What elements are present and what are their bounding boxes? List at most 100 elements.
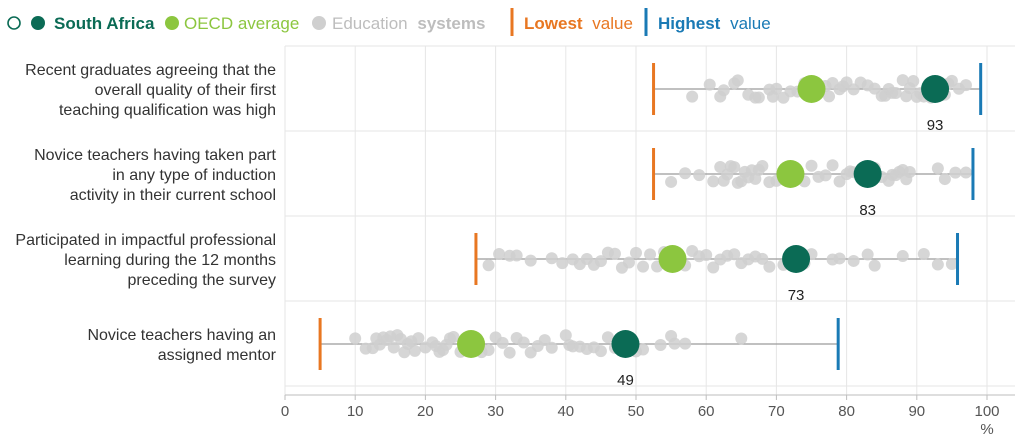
x-tick-label: 50	[628, 403, 645, 420]
system-dot	[349, 332, 362, 345]
system-dot	[493, 247, 506, 260]
x-tick-label: 60	[698, 403, 715, 420]
x-tick-label: 20	[417, 403, 434, 420]
system-dot	[945, 74, 958, 87]
row-2: Novice teachers having taken part in any …	[34, 147, 975, 219]
row-label-line: activity in their current school	[70, 187, 276, 204]
system-dot	[545, 341, 558, 354]
oecd-average-dot	[658, 245, 687, 273]
system-dot	[763, 260, 776, 273]
x-tick-label: 90	[908, 403, 925, 420]
system-dot	[949, 166, 962, 179]
system-dot	[868, 259, 881, 272]
system-dot	[717, 84, 730, 97]
system-dot	[896, 74, 909, 87]
system-dot	[752, 91, 765, 104]
system-dot	[679, 337, 692, 350]
south-africa-dot	[782, 245, 811, 273]
system-dot	[559, 329, 572, 342]
system-dot	[644, 248, 657, 261]
x-axis: 0 10 20 30 40 50 60 70 80 90 100%	[281, 394, 1015, 438]
system-dot	[938, 173, 951, 186]
system-dot	[637, 343, 650, 356]
x-tick-label: 10	[347, 403, 364, 420]
legend-highest-value-word: value	[730, 14, 771, 33]
south-africa-value-label: 73	[788, 287, 805, 304]
legend-systems-word: systems	[417, 14, 485, 33]
system-dot	[896, 250, 909, 263]
system-dot	[819, 169, 832, 182]
system-dot	[861, 248, 874, 261]
system-dot	[686, 90, 699, 103]
system-dot	[630, 246, 642, 259]
grid	[284, 45, 1015, 395]
legend-oecd-label: OECD average	[184, 14, 299, 33]
x-tick-label: 0	[281, 403, 289, 420]
x-tick-label: 30	[487, 403, 504, 420]
system-dot	[770, 82, 783, 95]
system-dot	[728, 161, 741, 174]
system-dot	[387, 341, 400, 354]
system-dot	[608, 247, 621, 260]
system-dot	[823, 90, 836, 103]
row-label-line: Novice teachers having taken part	[34, 147, 276, 164]
system-dot	[693, 169, 706, 182]
system-dot	[917, 247, 930, 260]
x-tick-label: 70	[768, 403, 785, 420]
system-dot	[408, 344, 421, 357]
system-dot	[538, 334, 551, 347]
south-africa-value-label: 93	[927, 117, 944, 134]
legend-lowest-label: Lowest value	[524, 14, 633, 33]
legend-systems-icon	[312, 16, 326, 30]
system-dot	[622, 256, 635, 269]
row-label-line: in any type of induction	[112, 167, 276, 184]
legend-oecd-icon	[165, 16, 179, 30]
x-tick-label: 100	[974, 403, 999, 420]
row-4: Novice teachers having an assigned mentor…	[87, 318, 840, 389]
system-dot	[959, 79, 972, 92]
system-dot	[931, 162, 944, 175]
system-dot	[654, 339, 667, 352]
row-label-line: Participated in impactful professional	[15, 232, 276, 249]
system-dot	[805, 159, 818, 172]
system-dot	[637, 260, 650, 273]
system-dot	[826, 159, 839, 172]
legend-systems-label: Education systems	[332, 14, 485, 33]
x-axis-label: %	[980, 421, 993, 438]
system-dot	[945, 257, 958, 270]
system-dot	[707, 175, 720, 188]
legend-education-word: Education	[332, 14, 408, 33]
system-dot	[847, 254, 860, 267]
system-dot	[889, 86, 902, 99]
system-dot	[668, 337, 681, 350]
chart-rows: Recent graduates agreeing that the overal…	[15, 62, 983, 389]
row-label-line: Recent graduates agreeing that the	[25, 62, 276, 79]
system-dot	[731, 74, 744, 87]
legend-lowest-value-word: value	[592, 14, 633, 33]
legend-south-africa-hollow-icon	[7, 16, 21, 30]
system-dot	[907, 75, 920, 88]
system-dot	[447, 330, 460, 343]
legend: South Africa OECD average Education syst…	[7, 8, 771, 36]
legend-highest-label: Highest value	[658, 14, 771, 33]
system-dot	[412, 332, 425, 345]
system-dot	[556, 257, 569, 270]
system-dot	[959, 166, 972, 179]
system-dot	[756, 252, 769, 265]
system-dot	[735, 332, 748, 345]
system-dot	[496, 336, 509, 349]
row-1: Recent graduates agreeing that the overal…	[25, 62, 983, 134]
system-dot	[833, 252, 846, 265]
system-dot	[931, 258, 944, 271]
legend-highest-word: Highest	[658, 14, 721, 33]
system-dot	[903, 166, 916, 179]
oecd-average-dot	[797, 75, 826, 103]
oecd-average-dot	[776, 160, 805, 188]
south-africa-value-label: 49	[617, 372, 634, 389]
system-dot	[728, 248, 741, 261]
system-dot	[679, 167, 692, 180]
system-dot	[703, 78, 716, 91]
system-dot	[665, 175, 678, 188]
south-africa-dot	[611, 330, 640, 358]
